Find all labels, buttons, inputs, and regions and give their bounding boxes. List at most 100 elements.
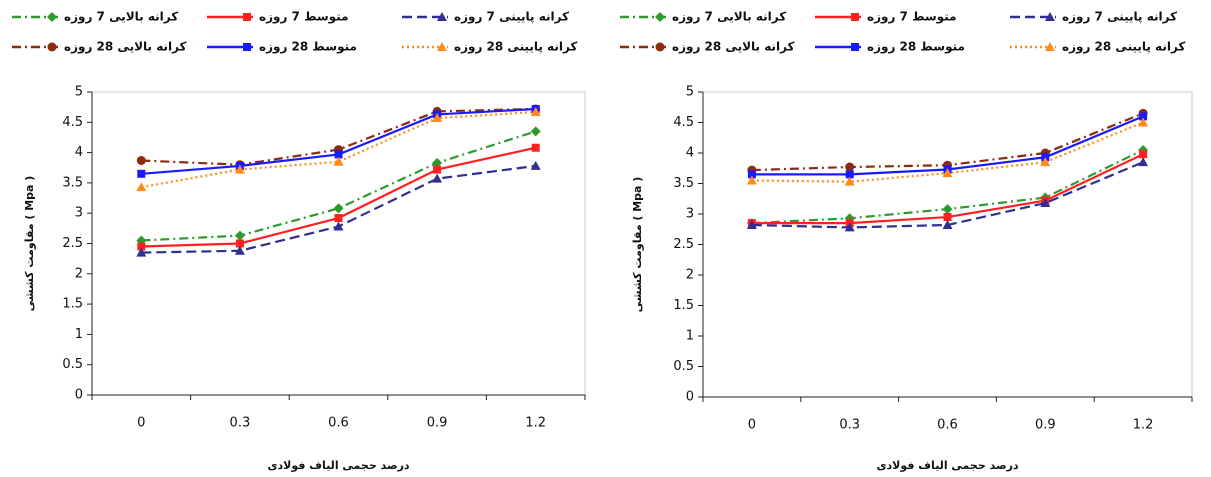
x-tick-label: 1.2 bbox=[1133, 418, 1154, 433]
y-tick-label: 3.5 bbox=[673, 176, 694, 191]
legend-label: کرانه بالایی 7 روزه bbox=[64, 10, 178, 25]
legend-marker bbox=[1045, 42, 1055, 51]
legend-label: متوسط 28 روزه bbox=[259, 40, 357, 55]
y-tick-label: 2 bbox=[75, 266, 83, 281]
series-line bbox=[141, 130, 537, 242]
y-tick-label: 1 bbox=[686, 329, 694, 344]
data-point bbox=[333, 203, 344, 214]
data-point bbox=[433, 165, 442, 174]
data-point bbox=[530, 106, 541, 116]
y-tick-label: 3.5 bbox=[62, 175, 83, 190]
legend-label: کرانه بالایی 28 روزه bbox=[64, 40, 187, 55]
data-point bbox=[1138, 157, 1149, 167]
legend-label: متوسط 28 روزه bbox=[867, 40, 965, 55]
legend-marker bbox=[655, 12, 665, 22]
legend-marker bbox=[1045, 12, 1055, 21]
data-point bbox=[234, 164, 245, 174]
y-tick-label: 4 bbox=[686, 146, 694, 161]
legend-marker bbox=[437, 42, 447, 51]
x-tick-label: 0.6 bbox=[937, 418, 958, 433]
x-axis-title: درصد حجمی الیاف فولادی bbox=[267, 459, 409, 472]
y-tick-label: 5 bbox=[686, 85, 694, 100]
y-tick-label: 3 bbox=[75, 206, 83, 221]
data-point bbox=[136, 247, 147, 257]
data-point bbox=[845, 162, 855, 172]
legend-label: کرانه پایینی 28 روزه bbox=[454, 40, 577, 55]
x-tick-label: 0.6 bbox=[328, 416, 349, 431]
legend-label: متوسط 7 روزه bbox=[259, 10, 349, 25]
data-point bbox=[844, 222, 855, 232]
y-tick-label: 2.5 bbox=[673, 237, 694, 252]
y-tick-label: 4.5 bbox=[62, 115, 83, 130]
data-point bbox=[432, 157, 443, 168]
legend-label: متوسط 7 روزه bbox=[867, 10, 957, 25]
legend-marker bbox=[243, 43, 251, 51]
legend-marker bbox=[655, 42, 665, 52]
legend-label: کرانه بالایی 28 روزه bbox=[672, 40, 795, 55]
y-tick-label: 1.5 bbox=[673, 298, 694, 313]
data-point bbox=[136, 155, 146, 165]
data-point bbox=[235, 239, 244, 248]
legend-marker bbox=[47, 42, 57, 52]
plot-frame bbox=[91, 91, 586, 396]
y-tick-label: 4.5 bbox=[673, 115, 694, 130]
y-tick-label: 4 bbox=[75, 145, 83, 160]
data-point bbox=[1138, 117, 1149, 127]
data-point bbox=[531, 143, 540, 152]
x-axis-title: درصد حجمی الیاف فولادی bbox=[876, 459, 1018, 472]
data-point bbox=[432, 173, 443, 183]
data-point bbox=[845, 170, 854, 179]
legend-label: کرانه پایینی 7 روزه bbox=[1062, 10, 1177, 25]
data-point bbox=[334, 150, 343, 159]
data-point bbox=[432, 113, 443, 123]
data-point bbox=[334, 214, 343, 223]
data-point bbox=[1040, 198, 1051, 208]
data-point bbox=[1139, 112, 1148, 121]
plot-frame bbox=[702, 91, 1193, 398]
legend-marker bbox=[851, 43, 859, 51]
y-tick-label: 3 bbox=[686, 207, 694, 222]
data-point bbox=[136, 182, 147, 192]
data-point bbox=[943, 213, 952, 222]
y-tick-label: 0.5 bbox=[673, 359, 694, 374]
legend-marker bbox=[437, 12, 447, 21]
legend-marker bbox=[47, 12, 57, 22]
y-tick-label: 1.5 bbox=[62, 297, 83, 312]
legend-marker bbox=[851, 13, 859, 21]
series-line bbox=[141, 110, 536, 189]
legend-label: کرانه پایینی 28 روزه bbox=[1062, 40, 1185, 55]
y-tick-label: 2 bbox=[686, 268, 694, 283]
data-point bbox=[530, 160, 541, 170]
data-point bbox=[234, 230, 245, 241]
x-tick-label: 0 bbox=[137, 416, 145, 431]
y-tick-label: 0.5 bbox=[62, 357, 83, 372]
data-point bbox=[1040, 157, 1051, 167]
data-point bbox=[942, 219, 953, 229]
data-point bbox=[844, 176, 855, 186]
x-tick-label: 0.9 bbox=[427, 416, 448, 431]
x-tick-label: 0.3 bbox=[230, 416, 251, 431]
y-tick-label: 2.5 bbox=[62, 236, 83, 251]
legend-label: کرانه پایینی 7 روزه bbox=[454, 10, 569, 25]
legend-marker bbox=[243, 13, 251, 21]
legend-label: کرانه بالایی 7 روزه bbox=[672, 10, 786, 25]
y-axis-title: مقاومت کششی ( Mpa ) bbox=[23, 176, 36, 312]
data-point bbox=[137, 169, 146, 178]
x-tick-label: 1.2 bbox=[525, 416, 546, 431]
data-point bbox=[1139, 150, 1148, 159]
y-axis-title: مقاومت کششی ( Mpa ) bbox=[631, 177, 644, 313]
y-tick-label: 5 bbox=[75, 85, 83, 100]
data-point bbox=[137, 242, 146, 251]
y-tick-label: 1 bbox=[75, 327, 83, 342]
data-point bbox=[530, 126, 541, 137]
x-tick-label: 0.3 bbox=[839, 418, 860, 433]
y-tick-label: 0 bbox=[75, 388, 83, 403]
data-point bbox=[746, 175, 757, 185]
data-point bbox=[942, 168, 953, 178]
y-tick-label: 0 bbox=[686, 390, 694, 405]
x-tick-label: 0 bbox=[748, 418, 756, 433]
data-point bbox=[746, 219, 757, 229]
data-point bbox=[747, 170, 756, 179]
data-point bbox=[942, 204, 953, 215]
